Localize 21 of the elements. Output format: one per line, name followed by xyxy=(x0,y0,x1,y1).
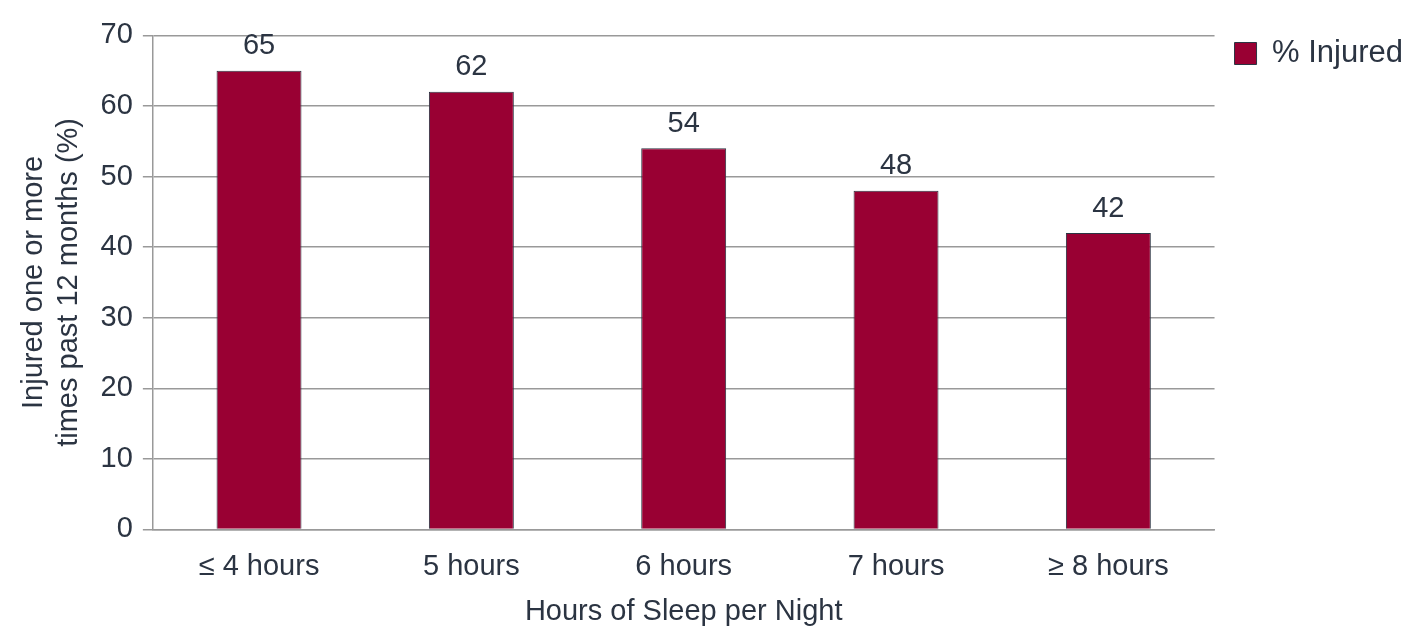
y-tick-label: 70 xyxy=(100,17,133,50)
y-tick-label: 30 xyxy=(100,299,133,332)
data-label: 65 xyxy=(242,28,276,61)
x-tick-label: ≥ 8 hours xyxy=(1048,548,1169,581)
y-tick-label: 0 xyxy=(116,511,133,544)
data-label: 62 xyxy=(455,49,488,82)
y-axis-title: Injured one or more times past 12 months (%) xyxy=(16,118,84,447)
y-tick-label: 20 xyxy=(100,370,133,403)
data-label: 48 xyxy=(879,148,913,181)
y-tick-label: 40 xyxy=(100,229,133,262)
x-axis-title: Hours of Sleep per Night xyxy=(524,593,843,626)
x-tick-label: ≤ 4 hours xyxy=(198,548,320,581)
data-label: 42 xyxy=(1092,190,1125,223)
legend-label: % Injured xyxy=(1272,34,1404,70)
y-tick-label: 10 xyxy=(100,440,133,473)
x-tick-label: 6 hours xyxy=(635,548,733,581)
data-label: 54 xyxy=(667,105,700,138)
y-tick-label: 60 xyxy=(100,87,133,120)
x-tick-label: 5 hours xyxy=(422,548,520,581)
y-tick-label: 50 xyxy=(100,158,133,191)
x-tick-label: 7 hours xyxy=(847,548,945,581)
